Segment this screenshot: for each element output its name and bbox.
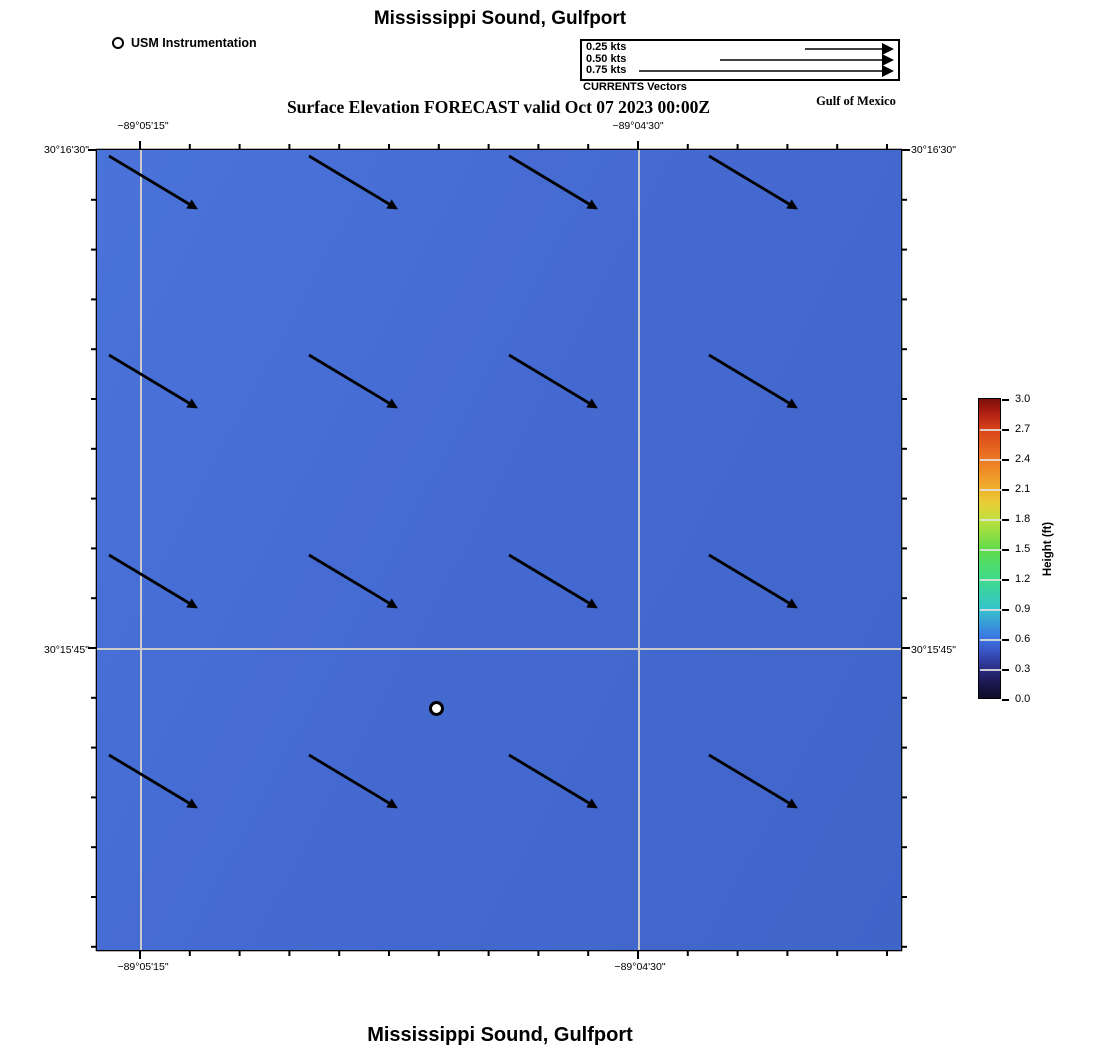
region-label: Gulf of Mexico xyxy=(816,94,896,108)
colorbar-tick xyxy=(1002,489,1009,491)
vector-legend-entry: 0.50 kts xyxy=(586,52,627,65)
current-vector-arrow xyxy=(308,753,399,809)
current-vector-arrow xyxy=(508,753,599,809)
axis-label-lon-bottom-1: −89°05'15" xyxy=(117,961,169,973)
colorbar-tick xyxy=(1002,429,1009,431)
current-vector-arrow xyxy=(308,353,399,409)
colorbar-tick-label: 1.2 xyxy=(1015,572,1031,585)
axis-label-lat-right-1: 30°16'30" xyxy=(911,144,956,156)
colorbar-tick-label: 0.6 xyxy=(1015,632,1031,645)
colorbar-inner-line xyxy=(979,429,1001,431)
station-legend: USM Instrumentation xyxy=(112,36,257,50)
colorbar-tick-label: 2.7 xyxy=(1015,422,1031,435)
colorbar-tick-label: 2.1 xyxy=(1015,482,1031,495)
current-vector-arrow xyxy=(308,553,399,609)
current-vector-arrow xyxy=(108,154,199,210)
current-vector-arrow xyxy=(508,553,599,609)
vector-legend-entry: 0.75 kts xyxy=(586,64,627,76)
vector-scale-legend: 0.25 kts 0.50 kts 0.75 kts xyxy=(580,39,900,81)
colorbar-tick-label: 0.9 xyxy=(1015,602,1031,615)
colorbar-tick-label: 3.0 xyxy=(1015,392,1031,405)
bottom-title: Mississippi Sound, Gulfport xyxy=(367,1024,633,1046)
station-marker-icon xyxy=(112,37,124,49)
axis-label-lon-top-2: −89°04'30" xyxy=(612,120,664,132)
current-vector-arrow xyxy=(708,753,799,809)
current-vector-arrow xyxy=(108,553,199,609)
vector-legend-entry: 0.25 kts xyxy=(586,41,627,53)
current-vector-arrow xyxy=(508,353,599,409)
colorbar: 3.0 2.7 2.4 2.1 1.8 1.5 1.2 0.9 0.6 0.3 0.0 xyxy=(978,393,1098,710)
colorbar-tick xyxy=(1002,579,1009,581)
colorbar-inner-line xyxy=(979,669,1001,671)
colorbar-title: Height (ft) xyxy=(1042,521,1054,577)
station-marker xyxy=(429,701,444,716)
gridline-lat-1 xyxy=(97,648,901,650)
colorbar-inner-line xyxy=(979,459,1001,461)
colorbar-inner-line xyxy=(979,519,1001,521)
colorbar-tick-label: 2.4 xyxy=(1015,452,1031,465)
current-vector-arrow xyxy=(308,154,399,210)
colorbar-tick xyxy=(1002,669,1009,671)
axis-label-lat-left-2: 30°15'45" xyxy=(44,644,89,656)
colorbar-tick xyxy=(1002,549,1009,551)
colorbar-tick-label: 0.3 xyxy=(1015,662,1031,675)
colorbar-inner-line xyxy=(979,579,1001,581)
colorbar-tick xyxy=(1002,609,1009,611)
page-title: Mississippi Sound, Gulfport xyxy=(373,8,627,29)
forecast-subtitle: Surface Elevation FORECAST valid Oct 07 … xyxy=(286,97,711,117)
vector-legend-labels: 0.25 kts 0.50 kts 0.75 kts xyxy=(586,41,627,77)
gridline-lon-2 xyxy=(638,150,640,950)
axis-label-lat-left-1: 30°16'30" xyxy=(44,144,89,156)
gridline-lon-1 xyxy=(140,150,142,950)
colorbar-tick xyxy=(1002,639,1009,641)
colorbar-tick-label: 0.0 xyxy=(1015,692,1031,705)
axis-label-lon-bottom-2: −89°04'30" xyxy=(614,961,666,973)
colorbar-inner-line xyxy=(979,489,1001,491)
colorbar-tick-label: 1.5 xyxy=(1015,542,1031,555)
current-vector-arrow xyxy=(708,154,799,210)
station-legend-label: USM Instrumentation xyxy=(131,36,257,50)
current-vector-arrow xyxy=(108,753,199,809)
vector-legend-caption: CURRENTS Vectors xyxy=(583,81,687,93)
current-vector-arrow xyxy=(508,154,599,210)
axis-label-lat-right-2: 30°15'45" xyxy=(911,644,956,656)
vector-legend-arrows xyxy=(639,43,894,77)
colorbar-tick-label: 1.8 xyxy=(1015,512,1031,525)
current-vector-arrow xyxy=(108,353,199,409)
colorbar-tick xyxy=(1002,459,1009,461)
map-area xyxy=(97,150,901,950)
colorbar-tick xyxy=(1002,519,1009,521)
current-vector-arrow xyxy=(708,353,799,409)
colorbar-inner-line xyxy=(979,549,1001,551)
colorbar-inner-line xyxy=(979,639,1001,641)
current-vector-arrow xyxy=(708,553,799,609)
colorbar-tick xyxy=(1002,699,1009,701)
colorbar-inner-line xyxy=(979,609,1001,611)
axis-label-lon-top-1: −89°05'15" xyxy=(117,120,169,132)
current-vectors xyxy=(108,154,799,809)
colorbar-gradient xyxy=(978,398,1001,699)
colorbar-tick xyxy=(1002,399,1009,401)
